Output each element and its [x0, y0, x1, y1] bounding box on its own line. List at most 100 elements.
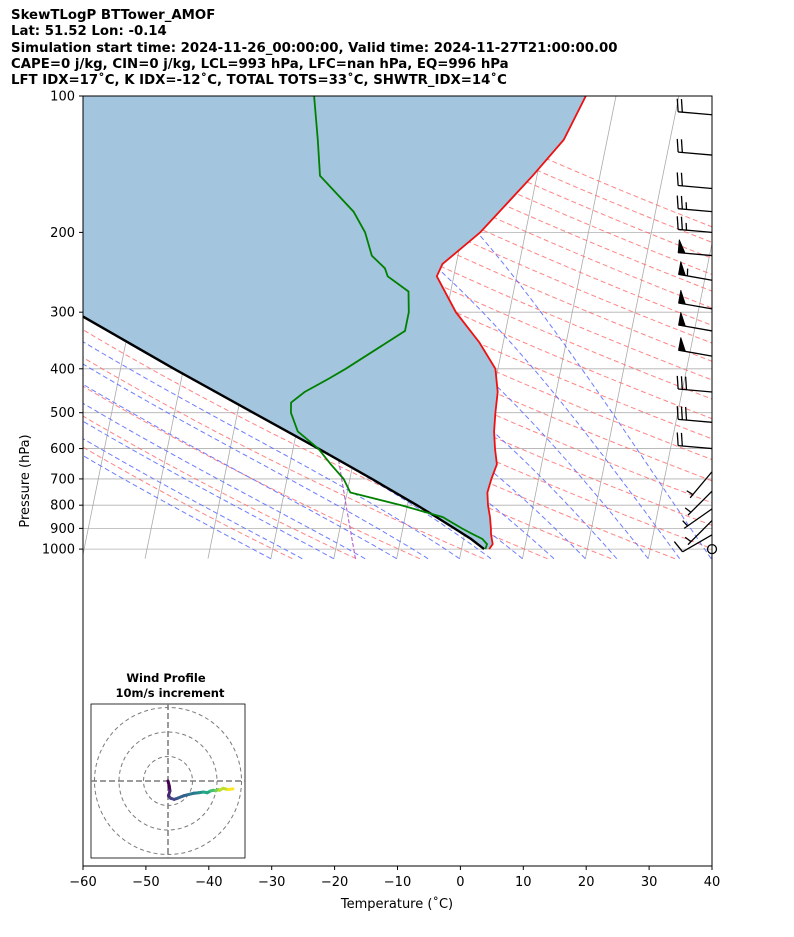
moist-adiabat-line — [83, 438, 303, 560]
moist-adiabat-line — [83, 420, 335, 560]
wind-barb-full — [676, 172, 679, 186]
dry-adiabat-line — [180, 96, 712, 344]
wind-barbs-layer — [673, 98, 718, 555]
moist-adiabat-line — [184, 96, 681, 560]
x-axis-label: Temperature (˚C) — [340, 896, 453, 912]
wind-barb — [676, 195, 713, 213]
hodograph-title: Wind Profile — [126, 671, 206, 685]
y-tick-label: 500 — [50, 406, 75, 421]
wind-barb-staff — [689, 471, 713, 499]
x-tick-label: 10 — [515, 875, 532, 890]
y-tick-label: 400 — [50, 362, 75, 377]
wind-barb-full — [680, 216, 683, 230]
cape-fill-layer — [83, 96, 586, 550]
dry-adiabat-line — [245, 96, 712, 309]
header-times: Simulation start time: 2024-11-26_00:00:… — [11, 40, 618, 56]
wind-barb-full — [680, 195, 683, 210]
parcel-profile-line — [83, 315, 485, 551]
y-tick-label: 800 — [50, 499, 75, 514]
wind-barb-staff — [678, 111, 713, 116]
wind-barb — [676, 375, 713, 393]
isotherm-line — [710, 552, 712, 559]
wind-barb-staff — [678, 208, 713, 213]
wind-barb — [682, 508, 713, 529]
dry-adiabat-line — [115, 96, 712, 381]
dry-adiabat-line — [278, 96, 712, 292]
wind-barb-full — [676, 195, 679, 209]
wind-barb-pennant — [678, 261, 687, 277]
wind-barb — [676, 138, 713, 156]
x-tick-label: −40 — [195, 875, 222, 890]
hodograph-plot — [91, 704, 245, 858]
x-tick-label: −10 — [384, 875, 411, 890]
wind-barb — [684, 520, 713, 546]
mixing-ratio-line — [336, 448, 356, 559]
dry-adiabat-line — [83, 385, 421, 560]
wind-barb-full — [680, 172, 683, 186]
dry-adiabat-line — [213, 96, 712, 326]
header-indices-1: CAPE=0 j/kg, CIN=0 j/kg, LCL=993 hPa, LF… — [11, 56, 509, 72]
wind-barb-half — [682, 520, 689, 527]
wind-barb-staff — [678, 388, 713, 393]
wind-barb-full — [680, 432, 683, 447]
wind-barb — [673, 534, 713, 553]
hodograph-subtitle: 10m/s increment — [116, 686, 225, 700]
wind-barb — [678, 290, 713, 310]
wind-barb-full — [676, 432, 679, 446]
header-block: SkewTLogP BTTower_AMOF Lat: 51.52 Lon: -… — [11, 8, 618, 89]
wind-barb — [686, 471, 713, 499]
wind-barb-staff — [678, 444, 713, 450]
temperature-profile-line — [435, 96, 587, 550]
hodograph-inset: Wind Profile 10m/s increment — [90, 671, 246, 859]
wind-barb — [676, 216, 713, 234]
wind-barb-pennant — [677, 239, 686, 254]
isotherm-line — [774, 96, 794, 559]
y-tick-label: 900 — [50, 522, 75, 537]
dry-adiabat-line — [148, 96, 712, 362]
wind-barb-pennant — [678, 337, 687, 352]
x-tick-label: 30 — [641, 875, 658, 890]
y-axis-label: Pressure (hPa) — [18, 434, 33, 527]
header-location: Lat: 51.52 Lon: -0.14 — [11, 24, 167, 40]
moist-adiabat-line — [83, 402, 366, 560]
wind-barb-staff — [678, 418, 713, 423]
moist-adiabat-line — [83, 383, 397, 560]
dry-adiabat-line — [83, 158, 712, 461]
profile-lines-layer — [83, 96, 587, 551]
moist-adiabat-line — [327, 96, 712, 560]
x-tick-label: −50 — [132, 875, 159, 890]
y-tick-label: 1000 — [42, 543, 75, 558]
wind-barb-full — [673, 541, 684, 553]
wind-barb-staff — [682, 534, 713, 553]
wind-barb-pennant — [678, 290, 687, 305]
axes-layer: −60 −50 −40 −30 −20 −10 0 10 20 30 40 100 200 300 400 5… — [42, 90, 720, 891]
y-tick-label: 200 — [50, 226, 75, 241]
wind-barb — [676, 172, 713, 190]
wind-barb-full — [676, 406, 679, 420]
header-title: SkewTLogP BTTower_AMOF — [11, 8, 216, 23]
wind-barb-full — [676, 375, 679, 390]
y-tick-label: 700 — [50, 472, 75, 487]
wind-barb-staff — [678, 184, 713, 190]
moist-adiabat-line — [83, 363, 429, 560]
wind-barb — [678, 261, 713, 281]
cape-area — [83, 96, 586, 550]
wind-barb-pennant — [678, 312, 687, 327]
isotherm-line — [584, 96, 680, 559]
wind-barb-full — [676, 138, 679, 153]
dry-adiabat-line — [83, 415, 357, 560]
wind-barb-half — [684, 507, 692, 513]
wind-barb-half — [686, 490, 694, 496]
wind-barb-staff — [678, 151, 713, 156]
wind-barb-staff — [687, 490, 713, 516]
x-tick-label: 40 — [704, 875, 721, 890]
wind-barb-half — [684, 536, 692, 543]
moist-adiabat-line — [83, 106, 649, 560]
wind-barb — [677, 239, 713, 257]
wind-barb-full — [680, 139, 683, 153]
header-indices-2: LFT IDX=17˚C, K IDX=-12˚C, TOTAL TOTS=33… — [11, 73, 507, 89]
wind-barb-full — [680, 98, 683, 113]
wind-barb — [676, 98, 713, 116]
wind-barb-staff — [683, 508, 713, 529]
